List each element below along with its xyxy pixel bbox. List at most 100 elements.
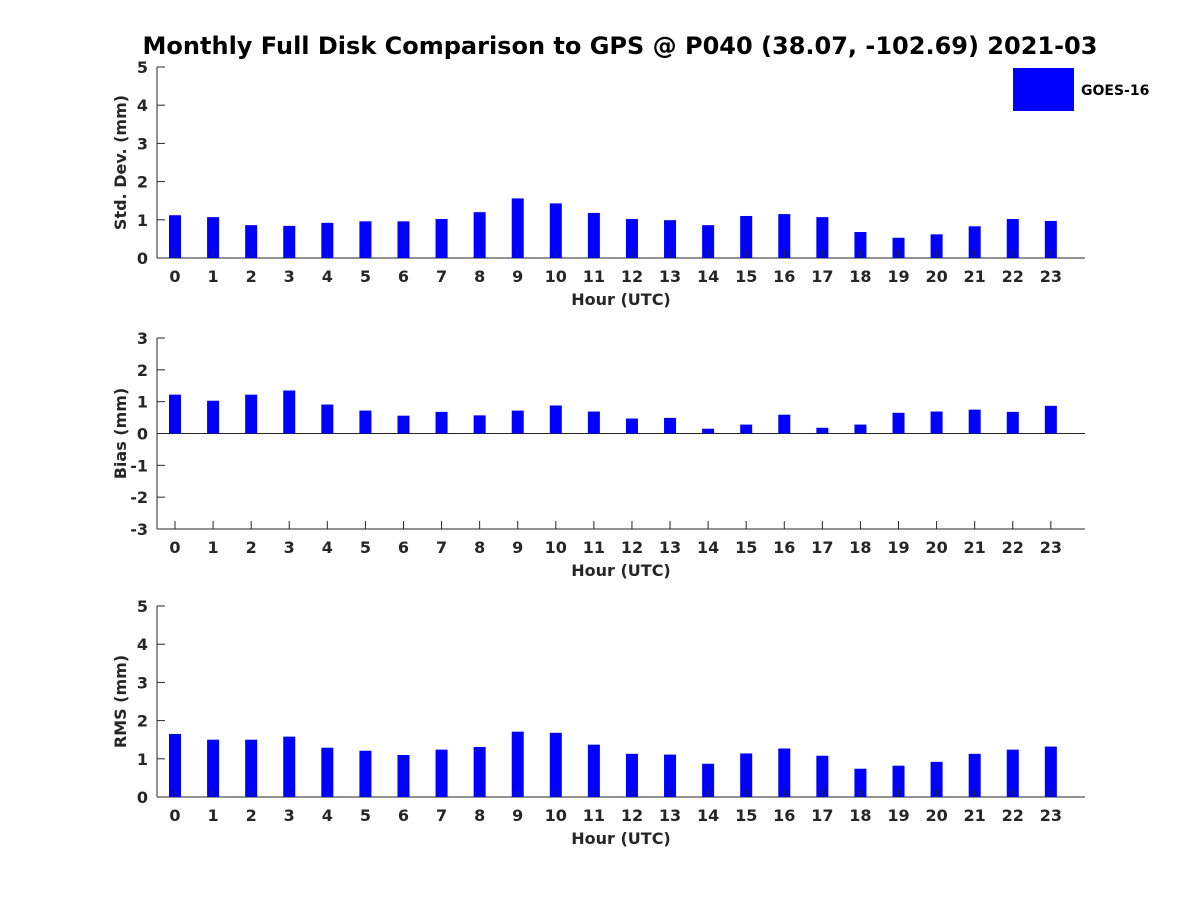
bar-11 <box>587 744 600 797</box>
bar-17 <box>816 427 829 434</box>
bar-2 <box>245 225 258 258</box>
bar-18 <box>854 232 867 258</box>
x-tick-label: 23 <box>1040 267 1062 286</box>
x-tick-label: 9 <box>512 267 523 286</box>
y-tick-label: 5 <box>137 58 148 77</box>
bar-17 <box>816 755 829 797</box>
x-tick-label: 16 <box>773 806 795 825</box>
x-tick-label: 4 <box>322 267 333 286</box>
bar-20 <box>930 234 943 258</box>
x-tick-label: 21 <box>964 538 986 557</box>
y-tick-label: 0 <box>137 425 148 444</box>
legend-label: GOES-16 <box>1081 83 1149 99</box>
x-tick-label: 1 <box>208 806 219 825</box>
bar-9 <box>511 198 524 258</box>
bar-0 <box>169 733 181 797</box>
x-tick-label: 20 <box>925 267 947 286</box>
x-axis-label: Hour (UTC) <box>571 290 671 309</box>
x-tick-label: 21 <box>964 267 986 286</box>
bar-3 <box>283 390 296 434</box>
x-tick-label: 14 <box>697 267 719 286</box>
bar-23 <box>1044 405 1057 434</box>
y-tick-label: 1 <box>137 750 148 769</box>
x-tick-label: 3 <box>284 806 295 825</box>
bar-13 <box>664 220 677 258</box>
x-axis-label: Hour (UTC) <box>571 829 671 848</box>
x-tick-label: 6 <box>398 538 409 557</box>
x-tick-label: 15 <box>735 267 757 286</box>
chart-title: Monthly Full Disk Comparison to GPS @ P0… <box>143 32 1098 60</box>
x-tick-label: 19 <box>887 267 909 286</box>
x-tick-label: 3 <box>284 267 295 286</box>
bar-11 <box>587 212 600 258</box>
x-tick-label: 3 <box>284 538 295 557</box>
bar-21 <box>968 409 981 434</box>
x-tick-label: 5 <box>360 806 371 825</box>
bar-12 <box>625 753 638 797</box>
x-tick-label: 7 <box>436 538 447 557</box>
bar-0 <box>169 215 181 258</box>
bar-18 <box>854 768 867 797</box>
x-tick-label: 4 <box>322 538 333 557</box>
bar-18 <box>854 424 867 434</box>
x-tick-label: 13 <box>659 806 681 825</box>
y-axis-label: RMS (mm) <box>111 655 130 748</box>
bar-23 <box>1044 746 1057 797</box>
x-tick-label: 23 <box>1040 806 1062 825</box>
bar-17 <box>816 217 829 258</box>
y-tick-label: 0 <box>137 788 148 807</box>
x-tick-label: 19 <box>887 538 909 557</box>
x-tick-label: 11 <box>583 267 605 286</box>
x-tick-label: 10 <box>545 806 567 825</box>
x-tick-label: 17 <box>811 538 833 557</box>
bar-8 <box>473 212 486 258</box>
x-tick-label: 20 <box>925 538 947 557</box>
bar-7 <box>435 749 448 797</box>
x-tick-label: 1 <box>208 267 219 286</box>
x-tick-label: 11 <box>583 806 605 825</box>
bar-14 <box>702 763 715 797</box>
bar-8 <box>473 746 486 797</box>
x-tick-label: 5 <box>360 267 371 286</box>
x-tick-label: 4 <box>322 806 333 825</box>
bar-1 <box>207 217 220 258</box>
bar-11 <box>587 411 600 434</box>
bar-23 <box>1044 220 1057 258</box>
bar-12 <box>625 418 638 434</box>
bar-2 <box>245 739 258 797</box>
y-tick-label: 0 <box>137 249 148 268</box>
y-tick-label: 3 <box>137 329 148 348</box>
bar-16 <box>778 214 791 258</box>
y-tick-label: 5 <box>137 597 148 616</box>
x-tick-label: 8 <box>474 267 485 286</box>
bar-15 <box>740 424 753 434</box>
bar-1 <box>207 400 220 434</box>
bar-9 <box>511 731 524 797</box>
x-tick-label: 18 <box>849 538 871 557</box>
bar-22 <box>1006 219 1019 258</box>
bar-21 <box>968 226 981 258</box>
bar-15 <box>740 215 753 258</box>
x-tick-label: 6 <box>398 806 409 825</box>
bar-22 <box>1006 411 1019 434</box>
y-tick-label: 1 <box>137 393 148 412</box>
x-tick-label: 12 <box>621 806 643 825</box>
x-tick-label: 5 <box>360 538 371 557</box>
y-tick-label: -3 <box>130 520 148 539</box>
bar-3 <box>283 736 296 797</box>
x-tick-label: 22 <box>1002 267 1024 286</box>
bar-16 <box>778 748 791 797</box>
x-tick-label: 2 <box>246 806 257 825</box>
bar-4 <box>321 222 334 258</box>
x-tick-label: 16 <box>773 538 795 557</box>
x-tick-label: 9 <box>512 538 523 557</box>
y-tick-label: 2 <box>137 173 148 192</box>
x-tick-label: 1 <box>208 538 219 557</box>
x-tick-label: 18 <box>849 806 871 825</box>
bar-8 <box>473 415 486 434</box>
x-tick-label: 15 <box>735 806 757 825</box>
legend-swatch <box>1013 68 1074 111</box>
